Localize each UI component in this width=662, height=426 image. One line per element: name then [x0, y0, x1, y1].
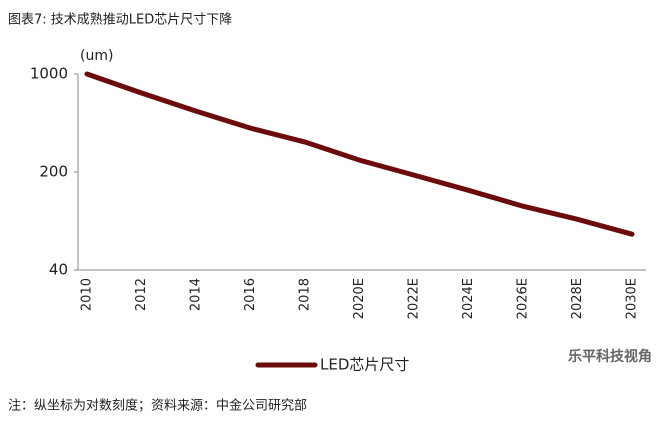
chart-title: 图表7: 技术成熟推动LED芯片尺寸下降	[8, 12, 232, 28]
x-tick-label: 2028E	[570, 278, 585, 319]
x-tick-label: 2014	[189, 278, 204, 311]
data-line	[84, 71, 635, 237]
x-tick-label: 2012	[134, 278, 149, 311]
legend-label: LED芯片尺寸	[320, 356, 409, 374]
x-tick-label: 2010	[80, 278, 95, 311]
y-tick-label: 40	[49, 261, 68, 279]
watermark: 乐平科技视角	[568, 348, 652, 365]
footnote: 注：纵坐标为对数刻度；资料来源：中金公司研究部	[8, 398, 307, 414]
x-tick-label: 2016	[243, 278, 258, 311]
x-tick-label: 2030E	[625, 278, 640, 319]
unit-label: (um)	[80, 48, 113, 64]
y-tick-label: 200	[39, 163, 68, 181]
x-tick-label: 2026E	[516, 278, 531, 319]
x-tick-label: 2020E	[352, 278, 367, 319]
x-tick-label: 2024E	[461, 278, 476, 319]
x-tick-label: 2022E	[407, 278, 422, 319]
x-tick-label: 2018	[298, 278, 313, 311]
y-tick-label: 1000	[30, 65, 68, 83]
